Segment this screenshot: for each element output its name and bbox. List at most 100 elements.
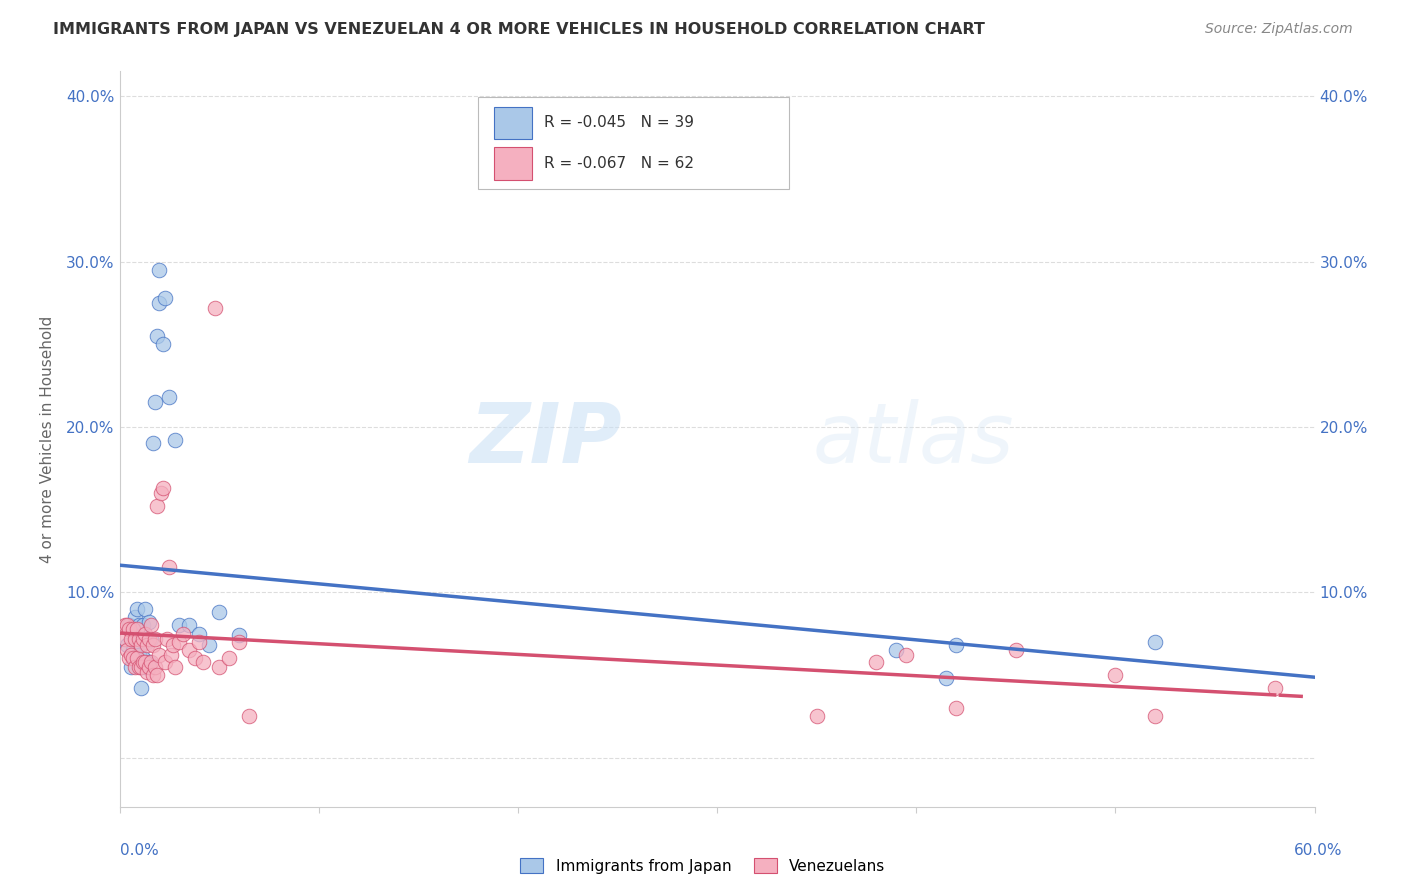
Point — [122, 643, 145, 657]
Point — [157, 390, 180, 404]
Point — [118, 618, 141, 632]
Point — [945, 701, 967, 715]
Point — [134, 655, 156, 669]
Point — [1264, 681, 1286, 696]
Point — [165, 659, 187, 673]
Point — [124, 659, 146, 673]
Point — [145, 659, 166, 673]
Y-axis label: 4 or more Vehicles in Household: 4 or more Vehicles in Household — [39, 316, 55, 563]
Point — [127, 602, 149, 616]
Point — [179, 643, 201, 657]
Point — [131, 659, 153, 673]
Bar — [494, 147, 531, 179]
Point — [134, 602, 156, 616]
Text: R = -0.067   N = 62: R = -0.067 N = 62 — [544, 156, 693, 171]
Point — [131, 681, 153, 696]
Point — [155, 655, 177, 669]
Point — [136, 665, 159, 679]
Point — [1144, 709, 1167, 723]
Point — [124, 610, 146, 624]
Point — [132, 655, 155, 669]
Text: ZIP: ZIP — [468, 399, 621, 480]
Point — [156, 632, 179, 646]
Point — [188, 635, 211, 649]
Text: 0.0%: 0.0% — [120, 843, 159, 858]
Point — [131, 659, 153, 673]
Point — [136, 638, 159, 652]
Point — [148, 262, 170, 277]
Point — [124, 651, 146, 665]
Point — [127, 622, 149, 636]
Point — [146, 329, 169, 343]
Point — [886, 643, 908, 657]
FancyBboxPatch shape — [478, 97, 789, 189]
Point — [169, 618, 191, 632]
Point — [148, 296, 170, 310]
Point — [128, 648, 150, 662]
Point — [138, 659, 160, 673]
Point — [122, 622, 145, 636]
Point — [188, 626, 211, 640]
Point — [117, 643, 139, 657]
Point — [138, 655, 160, 669]
Point — [142, 638, 165, 652]
Point — [114, 618, 136, 632]
Point — [165, 433, 187, 447]
Point — [160, 648, 183, 662]
Point — [134, 659, 156, 673]
Point — [127, 651, 149, 665]
Point — [152, 337, 174, 351]
Point — [228, 628, 250, 642]
Point — [238, 709, 260, 723]
Point — [184, 651, 207, 665]
Point — [138, 632, 160, 646]
Point — [132, 651, 155, 665]
Point — [121, 659, 143, 673]
Point — [118, 622, 141, 636]
Point — [146, 500, 169, 514]
Point — [155, 291, 177, 305]
Point — [218, 651, 240, 665]
Point — [142, 436, 165, 450]
Point — [806, 709, 828, 723]
Point — [141, 618, 163, 632]
Point — [141, 655, 163, 669]
Text: IMMIGRANTS FROM JAPAN VS VENEZUELAN 4 OR MORE VEHICLES IN HOUSEHOLD CORRELATION : IMMIGRANTS FROM JAPAN VS VENEZUELAN 4 OR… — [53, 22, 986, 37]
Point — [865, 655, 887, 669]
Point — [228, 635, 250, 649]
Legend: Immigrants from Japan, Venezuelans: Immigrants from Japan, Venezuelans — [515, 852, 891, 880]
Point — [208, 605, 231, 619]
Point — [134, 626, 156, 640]
Point — [191, 655, 215, 669]
Point — [896, 648, 918, 662]
Point — [117, 638, 139, 652]
Point — [198, 638, 221, 652]
Point — [128, 632, 150, 646]
Point — [945, 638, 967, 652]
Point — [117, 618, 139, 632]
Point — [146, 668, 169, 682]
Point — [145, 632, 166, 646]
Point — [127, 626, 149, 640]
Point — [142, 668, 165, 682]
Point — [157, 560, 180, 574]
Point — [118, 651, 141, 665]
Point — [169, 635, 191, 649]
Point — [128, 659, 150, 673]
Point — [179, 618, 201, 632]
Point — [128, 618, 150, 632]
Text: R = -0.045   N = 39: R = -0.045 N = 39 — [544, 115, 693, 130]
Point — [138, 615, 160, 629]
Point — [132, 618, 155, 632]
Point — [121, 632, 143, 646]
Point — [121, 648, 143, 662]
Point — [114, 632, 136, 646]
Text: Source: ZipAtlas.com: Source: ZipAtlas.com — [1205, 22, 1353, 37]
Point — [131, 638, 153, 652]
Point — [150, 486, 173, 500]
Point — [132, 632, 155, 646]
Point — [208, 659, 231, 673]
Point — [145, 395, 166, 409]
Text: 60.0%: 60.0% — [1295, 843, 1343, 858]
Point — [1144, 635, 1167, 649]
